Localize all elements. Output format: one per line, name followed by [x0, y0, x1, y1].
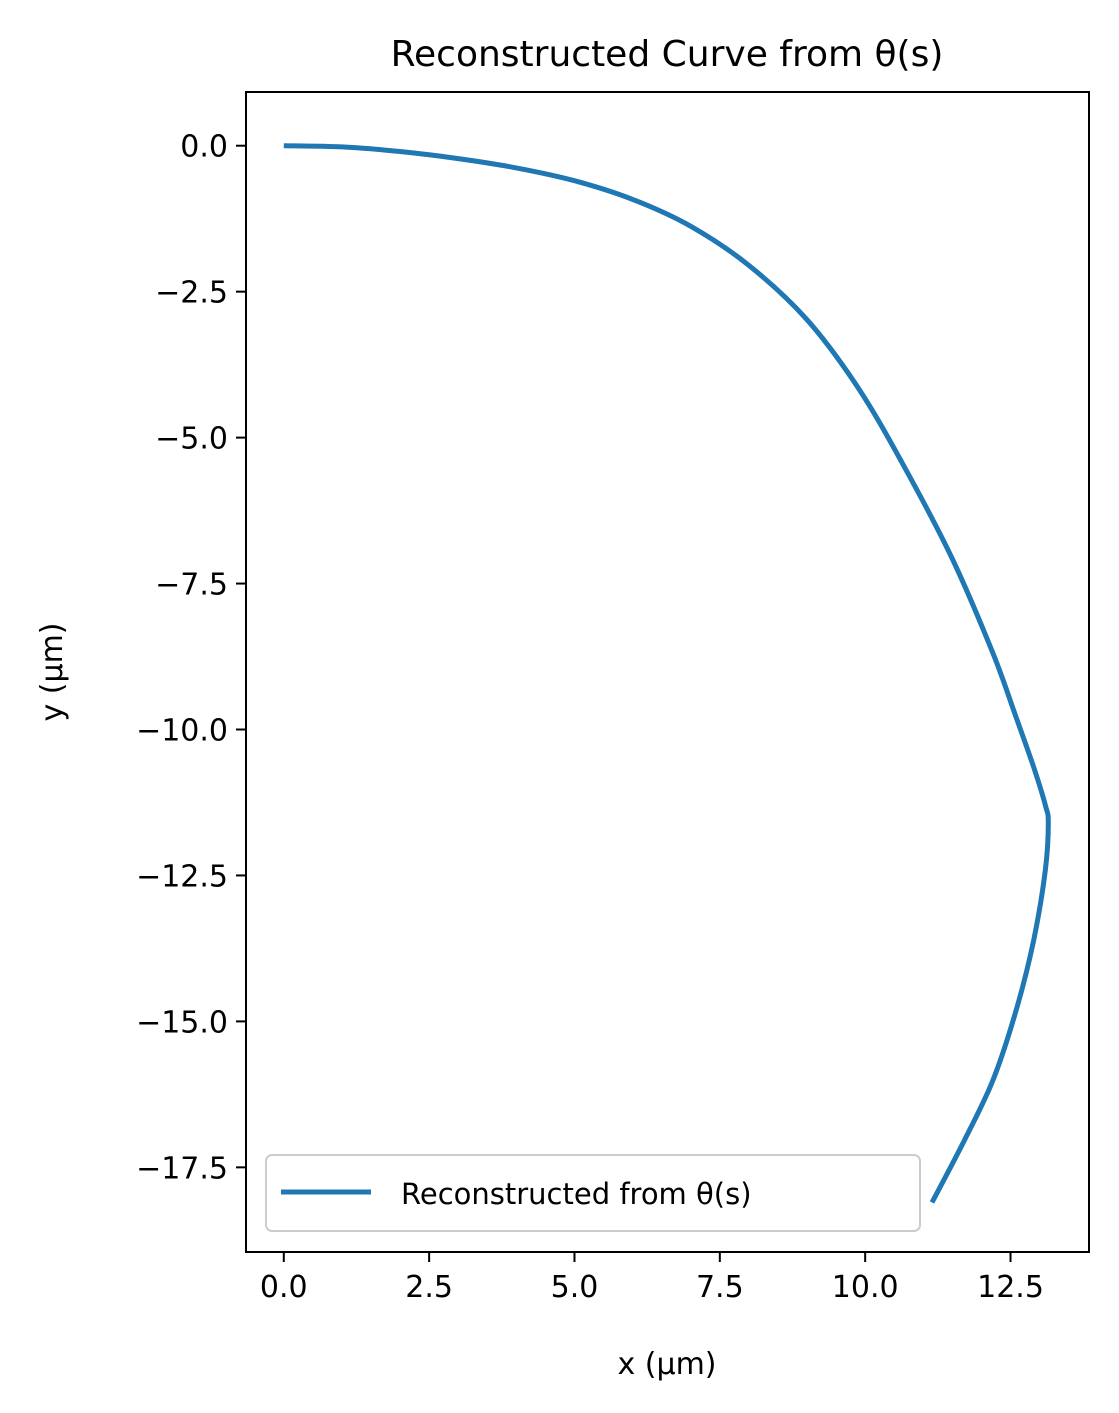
y-tick-label: −10.0	[136, 714, 228, 749]
legend-box	[265, 1154, 921, 1232]
plot-frame	[245, 91, 1090, 1253]
x-tick-label: 7.5	[696, 1270, 744, 1305]
y-axis-ticks: 0.0 −2.5 −5.0 −7.5 −10.0 −12.5 −15.0 −17.5	[136, 130, 246, 1186]
legend: Reconstructed from θ(s)	[265, 1154, 921, 1232]
series-line	[283, 143, 1051, 1204]
legend-label: Reconstructed from θ(s)	[401, 1177, 752, 1211]
y-tick-label: −5.0	[155, 422, 228, 457]
x-tick-label: 2.5	[405, 1270, 453, 1305]
y-tick-label: −2.5	[155, 276, 228, 311]
y-tick-label: 0.0	[180, 130, 228, 165]
chart-title: Reconstructed Curve from θ(s)	[391, 34, 944, 75]
x-tick-label: 12.5	[977, 1270, 1044, 1305]
x-tick-label: 5.0	[551, 1270, 599, 1305]
y-tick-label: −17.5	[136, 1151, 228, 1186]
series-layer	[283, 143, 1051, 1204]
x-tick-label: 0.0	[260, 1270, 308, 1305]
y-axis-label: y (µm)	[35, 622, 70, 721]
y-tick-label: −15.0	[136, 1005, 228, 1040]
x-axis-ticks: 0.0 2.5 5.0 7.5 10.0 12.5	[260, 1252, 1044, 1305]
x-axis-label: x (µm)	[617, 1347, 716, 1382]
x-tick-label: 10.0	[832, 1270, 899, 1305]
y-tick-label: −12.5	[136, 859, 228, 894]
y-tick-label: −7.5	[155, 568, 228, 603]
